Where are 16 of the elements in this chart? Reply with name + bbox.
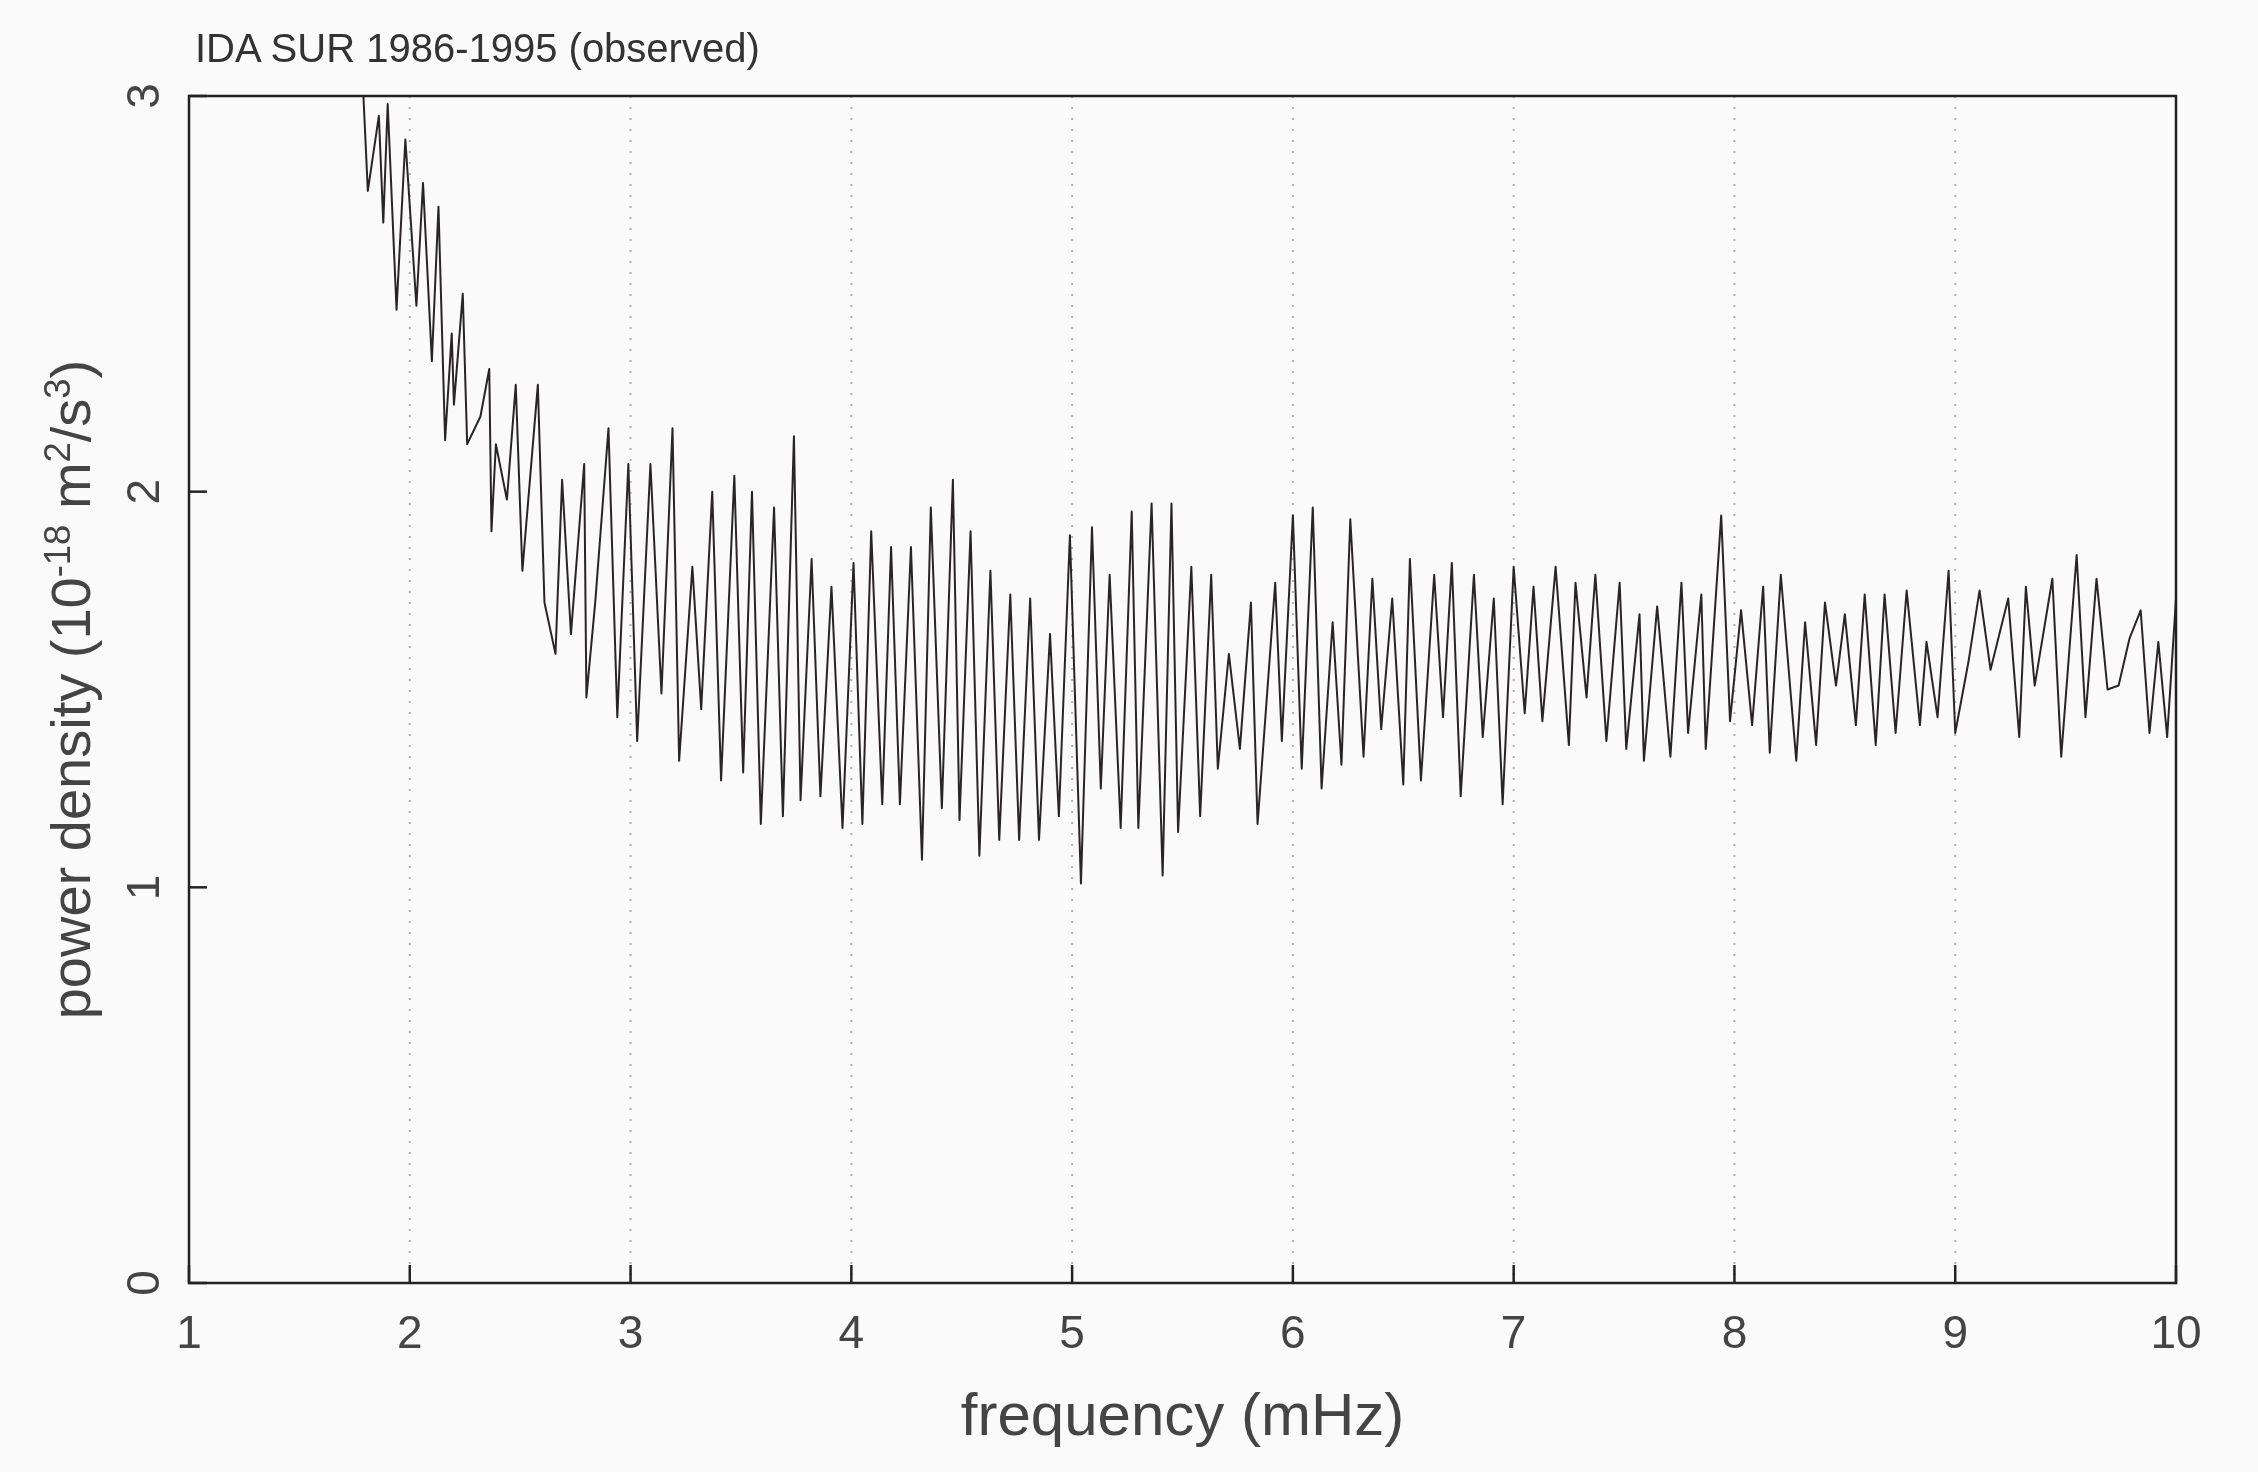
x-tick-label: 3	[617, 1306, 644, 1358]
x-tick-label: 7	[1500, 1306, 1527, 1358]
x-tick-label: 1	[176, 1306, 202, 1358]
y-tick-label: 3	[117, 83, 169, 109]
y-tick-label: 1	[117, 874, 169, 901]
y-tick-label: 2	[117, 478, 169, 505]
chart-title: IDA SUR 1986-1995 (observed)	[195, 26, 760, 70]
x-tick-label: 4	[838, 1306, 865, 1358]
x-tick-label: 6	[1280, 1306, 1306, 1358]
x-tick-label: 2	[396, 1306, 423, 1358]
x-axis-title: frequency (mHz)	[960, 1381, 1405, 1448]
x-tick-label: 8	[1721, 1306, 1748, 1358]
x-tick-label: 9	[1942, 1306, 1969, 1358]
y-tick-label: 0	[117, 1270, 169, 1296]
x-tick-label: 10	[2150, 1306, 2202, 1358]
x-tick-label: 5	[1059, 1306, 1085, 1358]
